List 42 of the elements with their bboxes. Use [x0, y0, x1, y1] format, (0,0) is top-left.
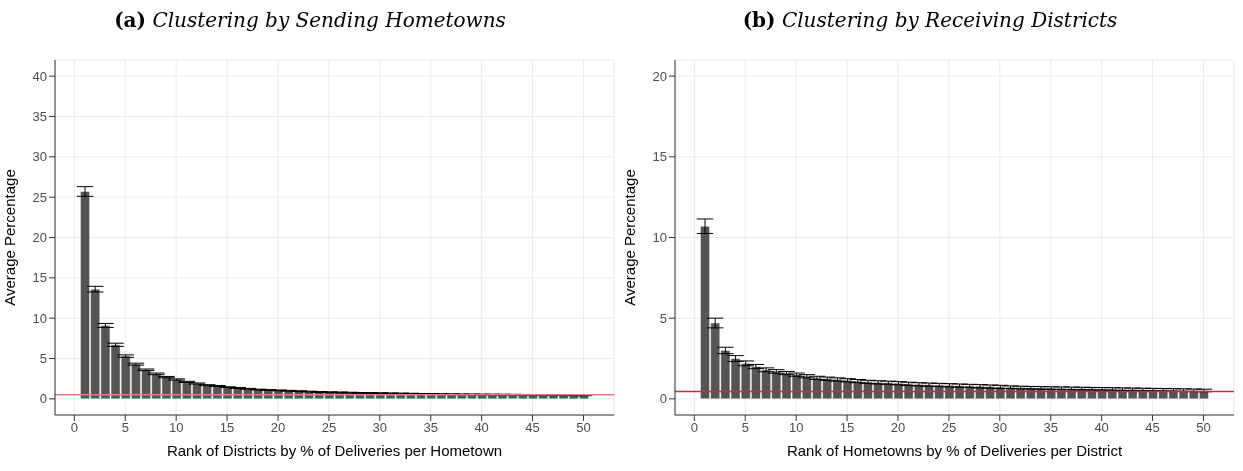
y-tick-label: 25 [32, 189, 47, 205]
x-tick-label: 20 [890, 420, 906, 436]
y-axis-title: Average Percentage [621, 169, 639, 306]
x-tick-label: 15 [219, 420, 235, 436]
x-tick-label: 20 [270, 420, 286, 436]
y-tick-label: 0 [659, 391, 667, 407]
x-tick-label: 25 [941, 420, 957, 436]
x-tick-label: 35 [1043, 420, 1058, 436]
y-tick-label: 10 [32, 310, 47, 326]
chart-title: (a) Clustering by Sending Hometowns [114, 8, 506, 32]
x-tick-label: 30 [992, 420, 1008, 436]
y-tick-label: 15 [652, 149, 667, 165]
x-tick-label: 5 [741, 420, 749, 436]
x-tick-label: 50 [576, 420, 591, 436]
y-axis-title: Average Percentage [1, 169, 19, 306]
x-tick-label: 0 [70, 420, 78, 436]
y-tick-label: 10 [652, 230, 667, 246]
y-tick-label: 5 [659, 310, 667, 326]
y-tick-label: 30 [32, 149, 47, 165]
x-tick-label: 45 [525, 420, 540, 436]
y-tick-label: 40 [32, 68, 47, 84]
x-tick-label: 45 [1145, 420, 1160, 436]
x-tick-label: 10 [788, 420, 804, 436]
x-tick-label: 0 [690, 420, 698, 436]
y-tick-label: 5 [39, 351, 47, 367]
x-tick-label: 50 [1196, 420, 1211, 436]
y-tick-label: 35 [32, 109, 47, 125]
y-tick-label: 20 [32, 230, 47, 246]
x-tick-label: 5 [121, 420, 129, 436]
y-tick-label: 20 [652, 68, 667, 84]
y-tick-label: 0 [39, 391, 47, 407]
y-tick-label: 15 [32, 270, 47, 286]
x-tick-label: 25 [321, 420, 337, 436]
x-axis-title: Rank of Hometowns by % of Deliveries per District [786, 442, 1123, 459]
x-tick-label: 40 [1094, 420, 1109, 436]
x-axis-title: Rank of Districts by % of Deliveries per Hometown [166, 442, 503, 459]
x-tick-label: 10 [168, 420, 184, 436]
x-tick-label: 15 [839, 420, 855, 436]
chart-title: (b) Clustering by Receiving Districts [742, 8, 1118, 32]
x-tick-label: 40 [474, 420, 489, 436]
x-tick-label: 35 [423, 420, 438, 436]
x-tick-label: 30 [372, 420, 388, 436]
